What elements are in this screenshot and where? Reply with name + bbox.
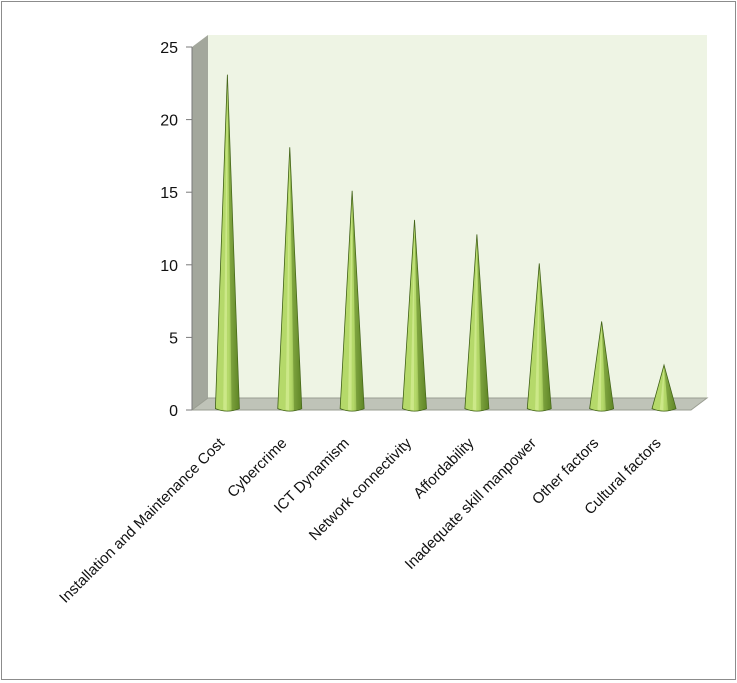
- x-tick-label: Installation and Maintenance Cost: [56, 434, 228, 606]
- y-tick-label: 25: [160, 40, 178, 57]
- cone-highlight: [597, 323, 602, 411]
- x-tick-label: Inadequate skill manpower: [402, 435, 540, 573]
- y-tick-label: 10: [160, 258, 178, 275]
- cone-shadow: [601, 323, 614, 411]
- chart-walls: [190, 35, 709, 411]
- cone-highlight: [410, 221, 415, 411]
- cone-shadow: [289, 149, 302, 411]
- cone-highlight: [659, 367, 665, 411]
- floor: [190, 397, 709, 411]
- y-tick-label: 15: [160, 185, 178, 202]
- cone-shadow: [539, 265, 552, 411]
- cone-highlight: [535, 265, 540, 411]
- cone-bars: [214, 74, 677, 412]
- cone-bar: [214, 74, 240, 412]
- x-tick-label: Cybercrime: [224, 435, 290, 501]
- cone-bar: [526, 263, 552, 412]
- cone-shadow: [414, 221, 427, 411]
- y-tick-label: 0: [169, 403, 178, 420]
- side-wall: [192, 35, 208, 410]
- x-axis: Installation and Maintenance CostCybercr…: [56, 434, 664, 606]
- cone-highlight: [347, 192, 353, 411]
- cone-shadow: [664, 367, 677, 411]
- cone-bar: [589, 321, 615, 412]
- cone-highlight: [223, 76, 228, 411]
- x-tick-label: Network connectivity: [306, 434, 416, 544]
- y-tick-label: 5: [169, 330, 178, 347]
- y-axis: 0 5 10 15 20 25: [160, 40, 192, 420]
- x-tick-label: Affordability: [410, 434, 478, 502]
- cone-bar: [339, 190, 365, 412]
- cone-shadow: [352, 192, 365, 411]
- cone-shadow: [227, 76, 240, 411]
- cone-bar: [277, 147, 303, 412]
- cone-shadow: [476, 236, 489, 411]
- y-tick-label: 20: [160, 113, 178, 130]
- cone-highlight: [472, 236, 477, 411]
- cone-bar: [402, 219, 427, 412]
- cone-highlight: [285, 149, 290, 411]
- cone-bar: [651, 363, 677, 412]
- cone-bar: [464, 234, 490, 412]
